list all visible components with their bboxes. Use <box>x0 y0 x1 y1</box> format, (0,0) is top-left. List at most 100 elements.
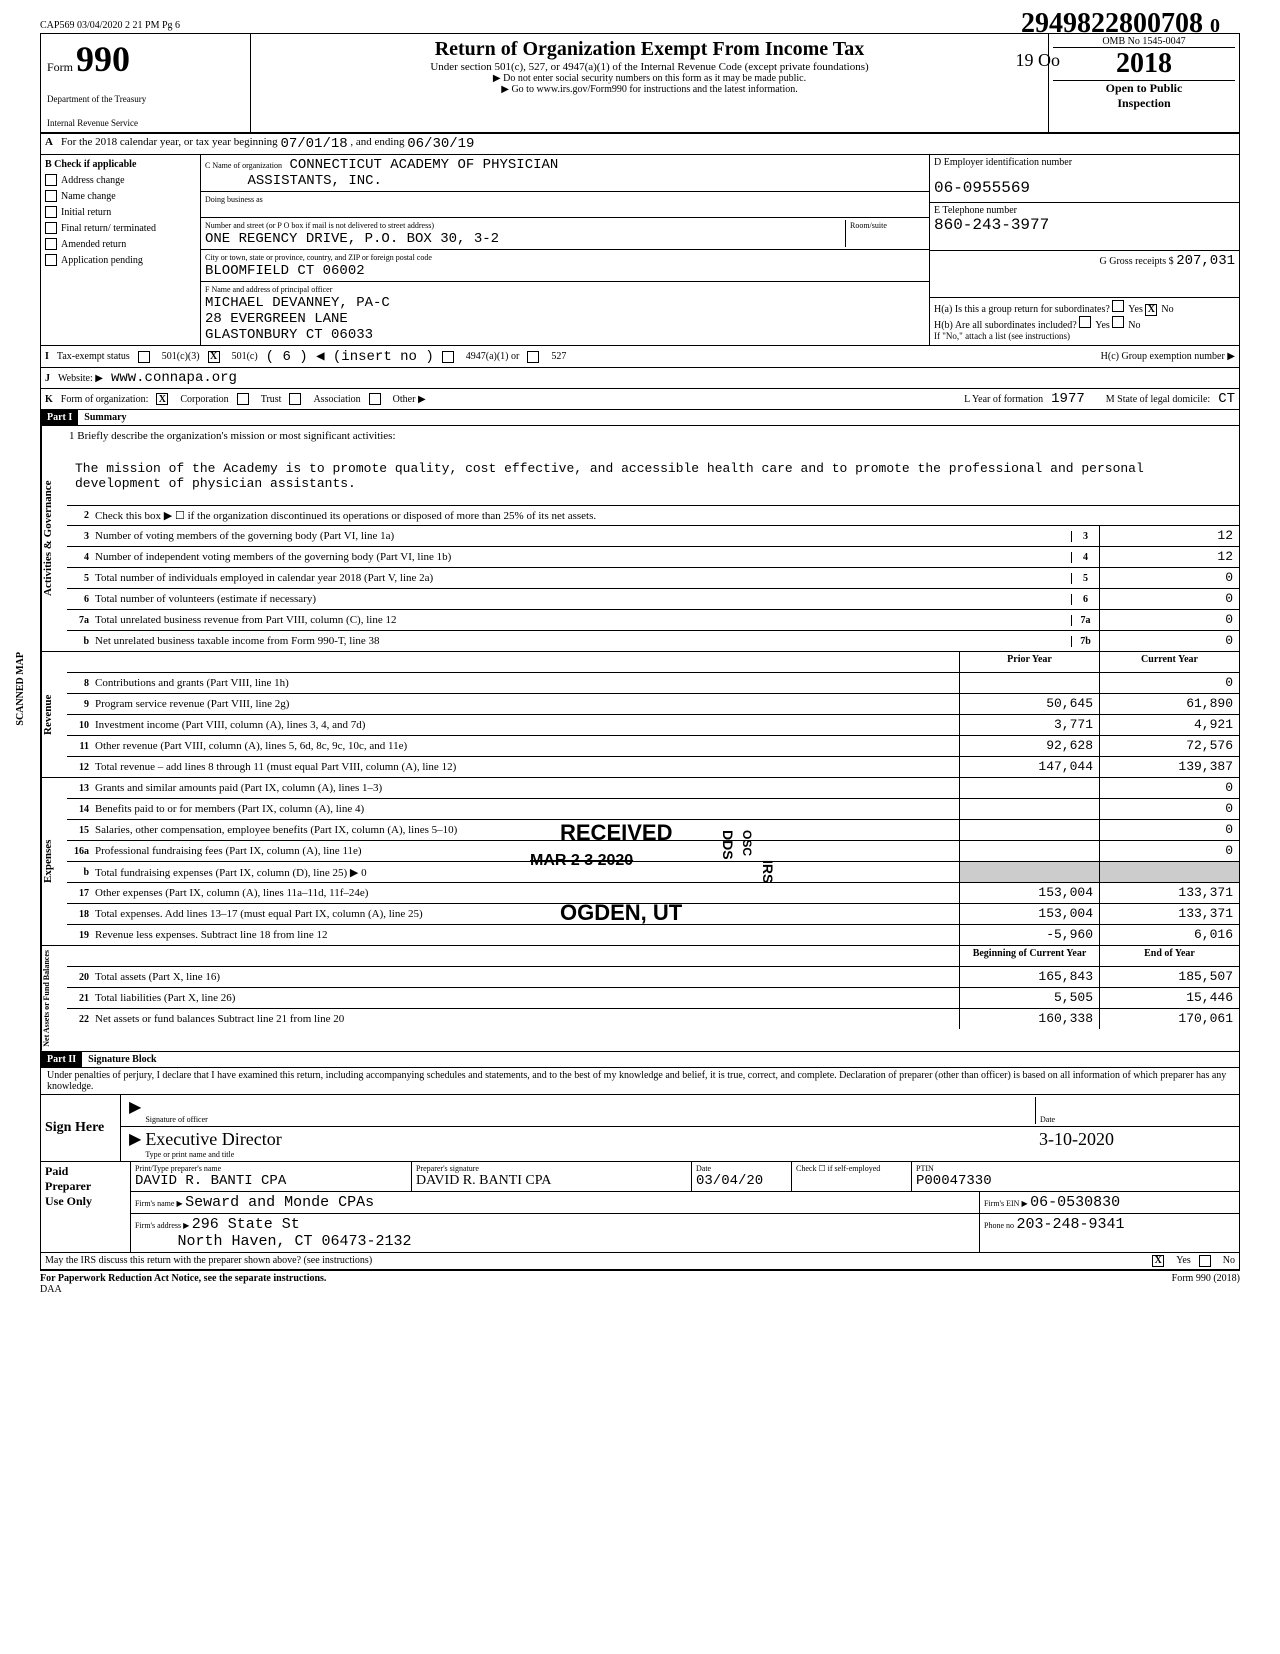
label-ein: D Employer identification number <box>934 157 1072 168</box>
stamp-osc: OSC <box>740 830 754 856</box>
row-total-assets: 20Total assets (Part X, line 16)165,8431… <box>67 967 1239 988</box>
preparer-signature: DAVID R. BANTI CPA <box>416 1173 687 1189</box>
paid-preparer-block: Paid Preparer Use Only Print/Type prepar… <box>40 1162 1240 1253</box>
org-name-1: CONNECTICUT ACADEMY OF PHYSICIAN <box>289 157 558 173</box>
chk-address-change[interactable]: Address change <box>45 174 196 186</box>
val-ubi-taxable: 0 <box>1099 631 1239 651</box>
ha-yes-box[interactable] <box>1112 300 1124 312</box>
chk-application-pending[interactable]: Application pending <box>45 254 196 266</box>
hdr-begin-year: Beginning of Current Year <box>959 946 1099 966</box>
chk-initial-return[interactable]: Initial return <box>45 206 196 218</box>
501c-insert: ( 6 ) ◀ (insert no ) <box>266 348 434 365</box>
hb-yes-box[interactable] <box>1079 316 1091 328</box>
sign-date: 3-10-2020 <box>1039 1129 1114 1149</box>
side-expenses: Expenses <box>41 778 67 945</box>
preparer-date: 03/04/20 <box>696 1173 787 1189</box>
row-investment-income: 10Investment income (Part VIII, column (… <box>67 715 1239 736</box>
line-a: A For the 2018 calendar year, or tax yea… <box>40 134 1240 155</box>
stamp-received: RECEIVED <box>560 820 672 846</box>
row-benefits: 14Benefits paid to or for members (Part … <box>67 799 1239 820</box>
open-public-1: Open to Public <box>1053 81 1235 96</box>
row-fundraising-total: bTotal fundraising expenses (Part IX, co… <box>67 862 1239 883</box>
ptin: P00047330 <box>916 1173 1235 1189</box>
row-program-revenue: 9Program service revenue (Part VIII, lin… <box>67 694 1239 715</box>
officer-addr1: 28 EVERGREEN LANE <box>205 311 348 327</box>
chk-name-change[interactable]: Name change <box>45 190 196 202</box>
form-title: Return of Organization Exempt From Incom… <box>255 38 1044 61</box>
chk-amended-return[interactable]: Amended return <box>45 238 196 250</box>
stamp-ogden: OGDEN, UT <box>560 900 682 926</box>
dln-handwritten: 2949822800708 0 <box>1021 8 1220 40</box>
row-net-assets: 22Net assets or fund balances Subtract l… <box>67 1009 1239 1029</box>
part2-header: Part II Signature Block <box>40 1052 1240 1068</box>
chk-501c3[interactable] <box>138 351 150 363</box>
discuss-no-box[interactable] <box>1199 1255 1211 1267</box>
chk-final-return[interactable]: Final return/ terminated <box>45 222 196 234</box>
stamp-date: MAR 2 3 2020 <box>530 852 633 870</box>
label-year-formation: L Year of formation <box>964 394 1043 405</box>
label-gross: G Gross receipts $ <box>1100 256 1174 267</box>
chk-4947[interactable] <box>442 351 454 363</box>
chk-corporation[interactable]: X <box>156 393 168 405</box>
state-domicile: CT <box>1218 391 1235 407</box>
netassets-section: Net Assets or Fund Balances Beginning of… <box>40 946 1240 1052</box>
side-revenue: Revenue <box>41 652 67 777</box>
label-firm-name: Firm's name ▶ <box>135 1199 183 1208</box>
line-k: K Form of organization: XCorporation Tru… <box>40 389 1240 410</box>
form-subtitle: Under section 501(c), 527, or 4947(a)(1)… <box>255 61 1044 73</box>
entity-block: B Check if applicable Address change Nam… <box>40 155 1240 346</box>
officer-title: Executive Director <box>145 1129 281 1149</box>
ha-no-box[interactable]: X <box>1145 304 1157 316</box>
label-officer: F Name and address of principal officer <box>205 285 332 294</box>
paperwork-notice: For Paperwork Reduction Act Notice, see … <box>40 1273 326 1284</box>
hdr-current-year: Current Year <box>1099 652 1239 672</box>
year-formation: 1977 <box>1051 391 1085 407</box>
city-state-zip: BLOOMFIELD CT 06002 <box>205 263 365 279</box>
chk-trust[interactable] <box>237 393 249 405</box>
sig-date-label: Date <box>1040 1115 1235 1124</box>
arrow-icon: ▶ <box>129 1129 141 1159</box>
hdr-end-year: End of Year <box>1099 946 1239 966</box>
chk-other[interactable] <box>369 393 381 405</box>
discuss-yes-box[interactable]: X <box>1152 1255 1164 1267</box>
firm-addr2: North Haven, CT 06473-2132 <box>178 1233 412 1250</box>
tax-year-begin: 07/01/18 <box>280 136 347 152</box>
val-volunteers: 0 <box>1099 589 1239 609</box>
row-total-liabilities: 21Total liabilities (Part X, line 26)5,5… <box>67 988 1239 1009</box>
hb-no-box[interactable] <box>1112 316 1124 328</box>
label-phone: E Telephone number <box>934 205 1017 216</box>
form-note-url: ▶ Go to www.irs.gov/Form990 for instruct… <box>255 84 1044 95</box>
scanned-map-marking: SCANNED MAP <box>15 652 26 726</box>
ein: 06-0955569 <box>934 179 1030 197</box>
label-ptin: PTIN <box>916 1164 1235 1173</box>
handwritten-year: 19 Oo <box>1016 50 1061 71</box>
dept-irs: Internal Revenue Service <box>47 118 244 128</box>
label-org-name: C Name of organization <box>205 161 282 170</box>
form-note-ssn: ▶ Do not enter social security numbers o… <box>255 73 1044 84</box>
val-ubi-revenue: 0 <box>1099 610 1239 630</box>
form-header: Form 990 Department of the Treasury Inte… <box>40 33 1240 134</box>
discuss-row: May the IRS discuss this return with the… <box>40 1253 1240 1270</box>
chk-association[interactable] <box>289 393 301 405</box>
officer-name: MICHAEL DEVANNEY, PA-C <box>205 295 390 311</box>
chk-501c[interactable]: X <box>208 351 220 363</box>
stamp-dds: DDS <box>720 830 736 860</box>
label-firm-phone: Phone no <box>984 1221 1014 1230</box>
stamp-irs: IRS <box>760 860 776 883</box>
form-version: Form 990 (2018) <box>1172 1273 1240 1295</box>
line-j: J Website: ▶ www.connapa.org <box>40 368 1240 389</box>
phone: 860-243-3977 <box>934 216 1049 234</box>
firm-phone: 203-248-9341 <box>1017 1216 1125 1233</box>
val-voting-members: 12 <box>1099 526 1239 546</box>
side-governance: Activities & Governance <box>41 426 67 651</box>
daa-mark: DAA <box>40 1284 62 1295</box>
label-hc: H(c) Group exemption number ▶ <box>1101 351 1235 362</box>
chk-527[interactable] <box>527 351 539 363</box>
arrow-icon: ▶ <box>129 1097 141 1124</box>
type-name-label: Type or print name and title <box>145 1150 1035 1159</box>
officer-addr2: GLASTONBURY CT 06033 <box>205 327 373 343</box>
label-city: City or town, state or province, country… <box>205 253 432 262</box>
firm-ein: 06-0530830 <box>1030 1194 1120 1211</box>
label-preparer-name: Print/Type preparer's name <box>135 1164 407 1173</box>
label-firm-addr: Firm's address ▶ <box>135 1221 189 1230</box>
